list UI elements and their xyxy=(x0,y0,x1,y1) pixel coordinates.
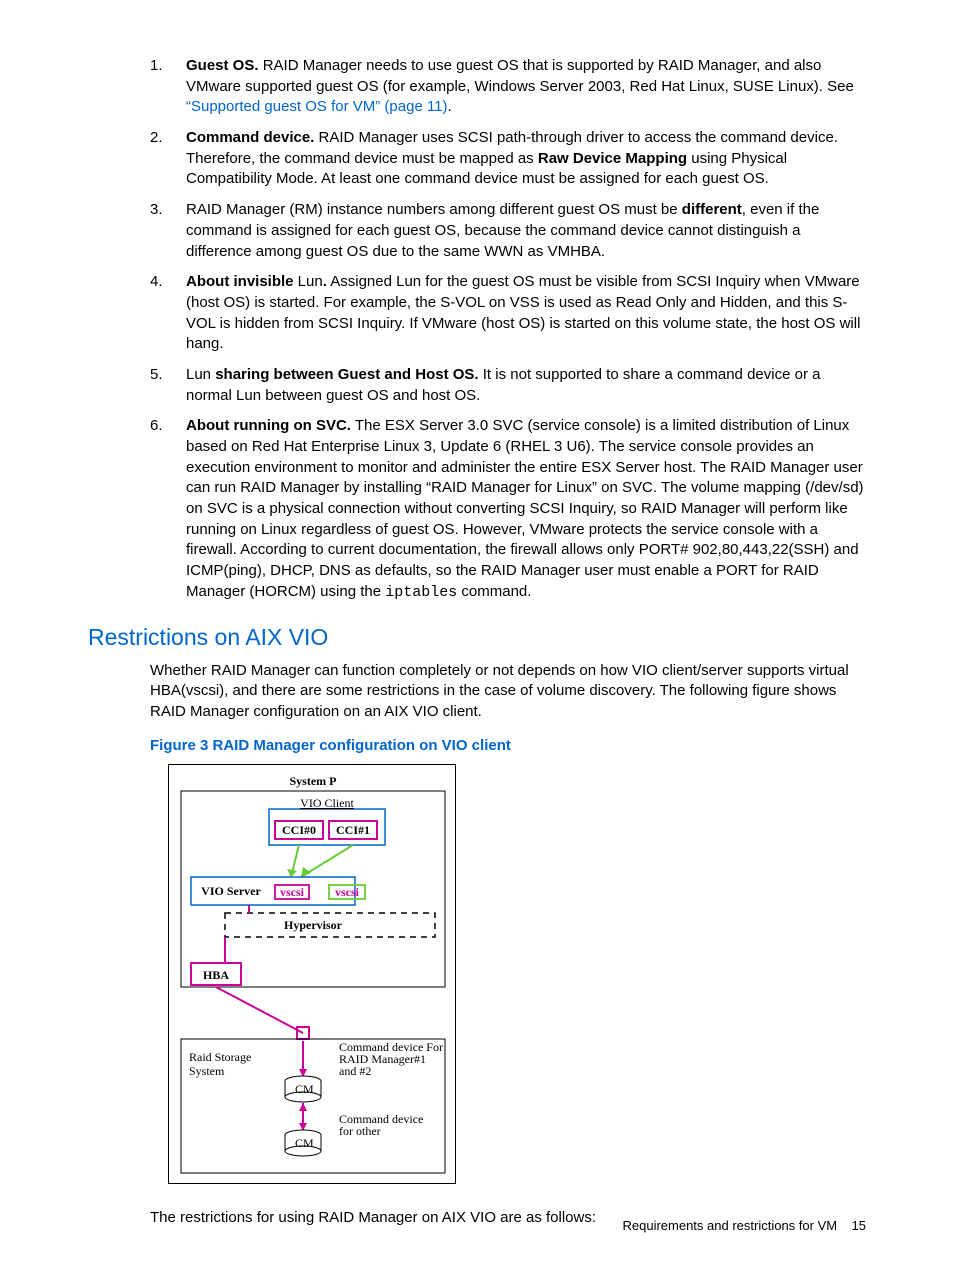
list-item-4: 4. About invisible Lun. Assigned Lun for… xyxy=(150,272,866,355)
item-number: 1. xyxy=(150,56,178,77)
item-text: RAID Manager needs to use guest OS that … xyxy=(186,57,854,95)
label-vio-server: VIO Server xyxy=(201,884,261,898)
label-cci1: CCI#1 xyxy=(336,823,370,837)
item-lead: About running on SVC. xyxy=(186,417,351,434)
label-vscsi-1: vscsi xyxy=(280,885,305,899)
item-mono: iptables xyxy=(385,584,457,601)
diagram-svg: System P VIO Client CCI#0 CCI#1 VIO Serv… xyxy=(169,765,457,1185)
vio-diagram: System P VIO Client CCI#0 CCI#1 VIO Serv… xyxy=(168,764,456,1184)
item-number: 2. xyxy=(150,128,178,149)
section-heading: Restrictions on AIX VIO xyxy=(88,624,866,651)
footer-page: 15 xyxy=(852,1218,866,1233)
list-item-5: 5. Lun sharing between Guest and Host OS… xyxy=(150,365,866,406)
item-bold: sharing between Guest and Host OS. xyxy=(215,366,478,383)
item-lead: Command device. xyxy=(186,129,314,146)
item-text: . xyxy=(448,98,452,115)
label-raid-storage: Raid Storage xyxy=(189,1050,251,1064)
label-hba: HBA xyxy=(203,968,229,982)
item-bold: different xyxy=(682,201,742,218)
list-item-2: 2. Command device. RAID Manager uses SCS… xyxy=(150,128,866,190)
item-text: command. xyxy=(457,583,531,600)
label-cmd-1c: and #2 xyxy=(339,1064,371,1078)
footer-text: Requirements and restrictions for VM xyxy=(622,1218,837,1233)
page-content: 1. Guest OS. RAID Manager needs to use g… xyxy=(88,56,866,1228)
label-hypervisor: Hypervisor xyxy=(284,918,343,932)
item-number: 6. xyxy=(150,416,178,437)
label-vio-client: VIO Client xyxy=(300,796,354,810)
label-system: System xyxy=(189,1064,225,1078)
cross-ref-link[interactable]: “Supported guest OS for VM” (page 11) xyxy=(186,98,448,115)
item-text: Lun xyxy=(186,366,215,383)
item-text: Lun xyxy=(294,273,323,290)
item-number: 4. xyxy=(150,272,178,293)
item-text: The ESX Server 3.0 SVC (service console)… xyxy=(186,417,864,600)
item-number: 5. xyxy=(150,365,178,386)
list-item-6: 6. About running on SVC. The ESX Server … xyxy=(150,416,866,603)
item-number: 3. xyxy=(150,200,178,221)
label-cm-1: CM xyxy=(295,1082,314,1096)
item-text: RAID Manager (RM) instance numbers among… xyxy=(186,201,682,218)
label-cm-2: CM xyxy=(295,1136,314,1150)
item-lead: Guest OS. xyxy=(186,57,259,74)
item-lead: About invisible xyxy=(186,273,294,290)
label-cci0: CCI#0 xyxy=(282,823,316,837)
label-cmd-2b: for other xyxy=(339,1124,381,1138)
section-paragraph: Whether RAID Manager can function comple… xyxy=(150,661,866,723)
list-item-1: 1. Guest OS. RAID Manager needs to use g… xyxy=(150,56,866,118)
numbered-list: 1. Guest OS. RAID Manager needs to use g… xyxy=(150,56,866,604)
item-bold: Raw Device Mapping xyxy=(538,150,687,167)
figure-caption: Figure 3 RAID Manager configuration on V… xyxy=(150,737,866,754)
list-item-3: 3. RAID Manager (RM) instance numbers am… xyxy=(150,200,866,262)
label-system-p: System P xyxy=(290,774,337,788)
label-vscsi-2: vscsi xyxy=(335,885,360,899)
page-footer: Requirements and restrictions for VM 15 xyxy=(622,1218,866,1233)
